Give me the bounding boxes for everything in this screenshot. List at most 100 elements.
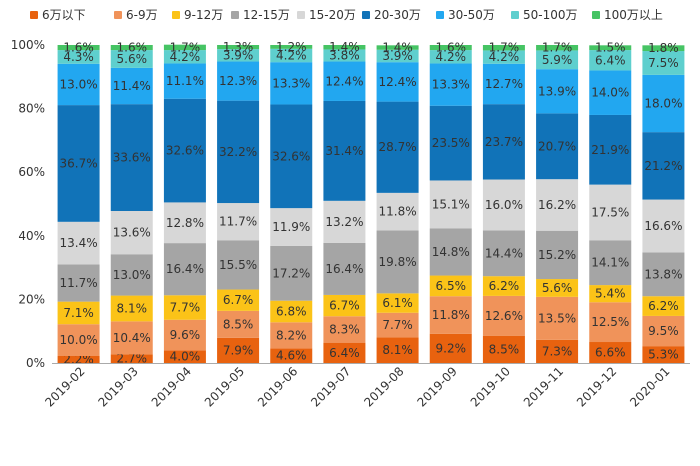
data-label: 4.2%: [436, 50, 467, 64]
data-label: 13.6%: [113, 226, 151, 240]
bar-segment: [376, 312, 419, 338]
bar-segment: [482, 50, 525, 64]
data-label: 6.7%: [329, 299, 360, 313]
bar-segment: [323, 100, 366, 201]
bars: 2.2%10.0%7.1%11.7%13.4%36.7%13.0%4.3%1.6…: [57, 40, 685, 367]
data-label: 9.5%: [648, 324, 679, 338]
data-label: 7.5%: [648, 56, 679, 70]
legend-swatch: [511, 11, 519, 19]
data-label: 8.3%: [329, 322, 360, 336]
data-label: 28.7%: [379, 140, 417, 154]
bar-segment: [110, 67, 153, 105]
bar-segment: [429, 45, 472, 51]
data-label: 6.5%: [436, 279, 467, 293]
y-tick-label: 40%: [18, 229, 45, 243]
data-label: 7.9%: [223, 343, 254, 357]
bar-segment: [110, 321, 153, 355]
bar-segment: [536, 230, 579, 280]
data-label: 11.7%: [219, 215, 257, 229]
bar-segment: [482, 45, 525, 51]
bar-stack: 6.4% 8.3% 6.7% 16.4% 13.2% 31.4% 12.4% 3.8%1.4%: [323, 40, 366, 363]
legend-label: 9-12万: [184, 8, 223, 22]
data-label: 14.0%: [591, 86, 629, 100]
data-label: 32.2%: [219, 145, 257, 159]
data-label: 11.8%: [432, 308, 470, 322]
bar-segment: [57, 45, 100, 51]
bar-segment: [57, 324, 100, 357]
bar-segment: [589, 45, 632, 51]
data-label: 8.1%: [382, 343, 413, 357]
bar-segment: [217, 61, 260, 101]
bar-segment: [482, 276, 525, 296]
legend-item: 9-12万: [172, 8, 223, 22]
bar-segment: [217, 240, 260, 290]
data-label: 32.6%: [166, 144, 204, 158]
data-label: 1.7%: [542, 41, 573, 55]
bar-segment: [482, 295, 525, 336]
bar-segment: [270, 322, 313, 349]
data-label: 31.4%: [325, 144, 363, 158]
y-tick-label: 60%: [18, 165, 45, 179]
x-tick-label: 2019-12: [574, 364, 619, 409]
data-label: 5.6%: [542, 281, 573, 295]
bar-segment: [482, 335, 525, 363]
data-label: 14.1%: [591, 256, 629, 270]
bar-segment: [163, 295, 206, 320]
data-label: 3.8%: [329, 48, 360, 62]
bar-stack: 8.5% 12.6% 6.2% 14.4% 16.0% 23.7% 12.7% 4.2%1.7…: [482, 41, 525, 363]
bar-segment: [642, 132, 685, 200]
bar-segment: [376, 101, 419, 193]
legend-swatch: [114, 11, 122, 19]
data-label: 8.1%: [117, 301, 148, 315]
bar-segment: [536, 179, 579, 231]
bar-segment: [163, 50, 206, 64]
data-label: 6.4%: [329, 346, 360, 360]
data-label: 12.3%: [219, 74, 257, 88]
bar-segment: [376, 62, 419, 102]
bar-segment: [642, 199, 685, 253]
bar-segment: [270, 104, 313, 209]
data-label: 4.2%: [276, 48, 307, 62]
x-tick-label: 2019-02: [42, 364, 87, 409]
legend-label: 6万以下: [42, 8, 86, 22]
legend-item: 100万以上: [592, 8, 663, 22]
bar-segment: [589, 240, 632, 286]
data-label: 4.2%: [170, 50, 201, 64]
bar-segment: [642, 45, 685, 52]
data-label: 1.7%: [170, 40, 201, 54]
data-label: 1.3%: [223, 40, 254, 54]
data-label: 1.7%: [489, 41, 520, 55]
data-label: 15.5%: [219, 258, 257, 272]
data-label: 13.4%: [60, 236, 98, 250]
bar-segment: [323, 342, 366, 363]
bar-segment: [270, 245, 313, 301]
data-label: 7.7%: [170, 301, 201, 315]
bar-segment: [589, 302, 632, 343]
data-label: 11.4%: [113, 79, 151, 93]
bar-segment: [642, 74, 685, 133]
data-label: 5.6%: [117, 52, 148, 66]
data-label: 11.1%: [166, 74, 204, 88]
data-label: 21.9%: [591, 143, 629, 157]
bar-segment: [163, 243, 206, 296]
bar-stack: 7.3% 13.5% 5.6% 15.2% 16.2% 20.7% 13.9% 5.9%1.7…: [536, 41, 579, 363]
data-label: 1.8%: [648, 41, 679, 55]
data-label: 20.7%: [538, 139, 576, 153]
data-label: 21.2%: [644, 159, 682, 173]
bar-segment: [110, 210, 153, 255]
data-label: 16.6%: [644, 219, 682, 233]
x-tick-label: 2019-06: [255, 364, 300, 409]
bar-segment: [482, 230, 525, 277]
data-label: 6.8%: [276, 304, 307, 318]
y-tick-label: 20%: [18, 292, 45, 306]
bar-segment: [110, 295, 153, 322]
legend-swatch: [172, 11, 180, 19]
data-label: 1.6%: [117, 41, 148, 55]
data-label: 11.9%: [272, 220, 310, 234]
y-tick-label: 0%: [26, 356, 45, 370]
data-label: 4.0%: [170, 350, 201, 364]
bar-segment: [110, 254, 153, 296]
bar-segment: [57, 63, 100, 106]
bar-segment: [429, 105, 472, 181]
x-tick-label: 2019-08: [361, 364, 406, 409]
